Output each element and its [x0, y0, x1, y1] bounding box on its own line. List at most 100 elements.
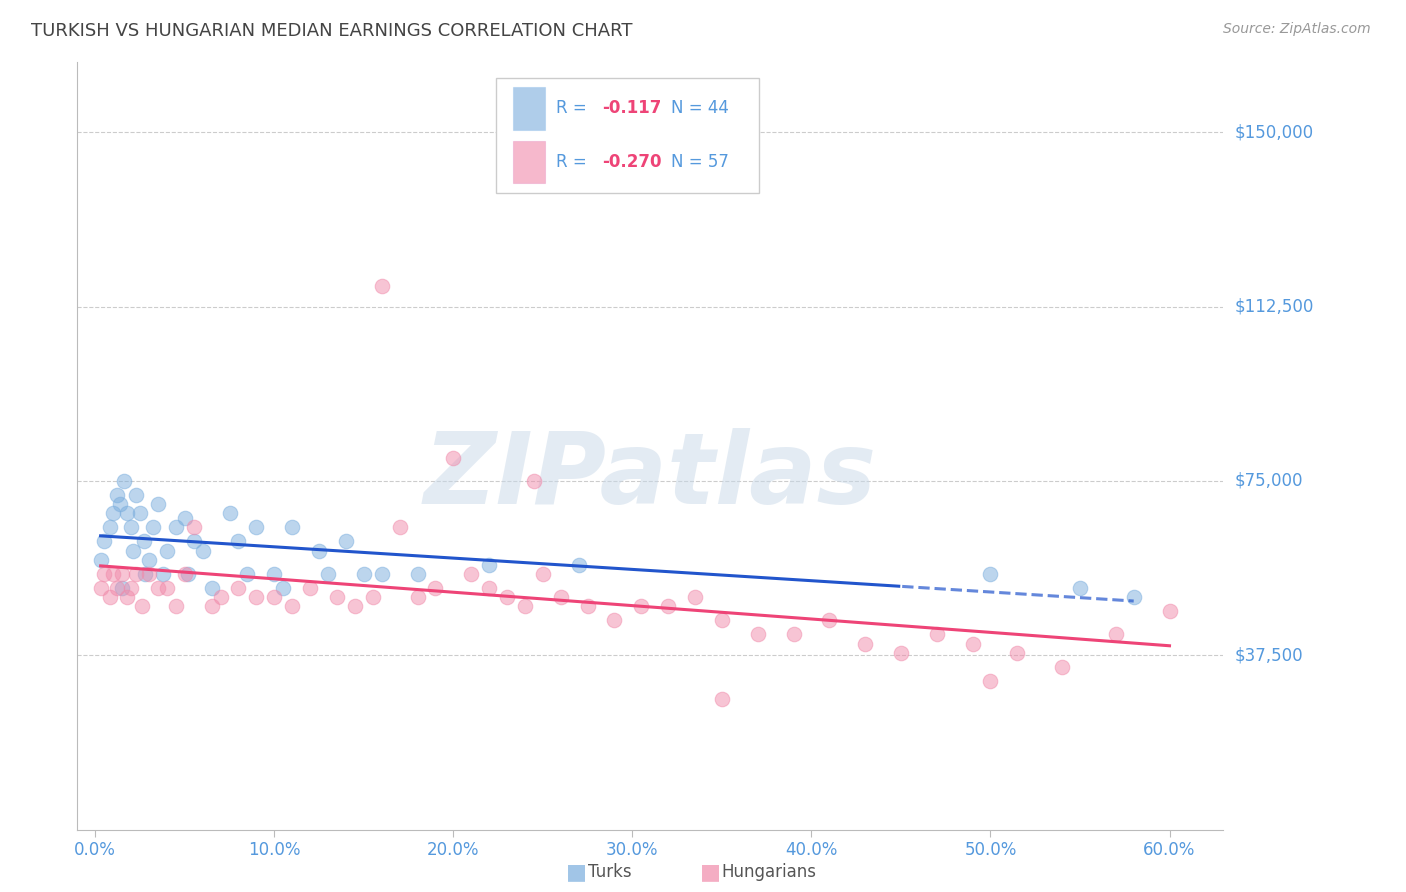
Point	[406, 590, 429, 604]
Text: Source: ZipAtlas.com: Source: ZipAtlas.com	[1223, 22, 1371, 37]
Point	[125, 566, 148, 581]
Bar	[513, 87, 546, 129]
Point	[183, 520, 205, 534]
Text: R =: R =	[557, 153, 592, 171]
Point	[316, 566, 339, 581]
Point	[263, 590, 285, 604]
Point	[129, 507, 152, 521]
Point	[478, 581, 501, 595]
Point	[173, 511, 195, 525]
Point	[120, 520, 142, 534]
Point	[131, 599, 153, 614]
Point	[117, 590, 139, 604]
Text: N = 57: N = 57	[671, 153, 728, 171]
Point	[101, 507, 124, 521]
Point	[782, 627, 804, 641]
Text: R =: R =	[557, 100, 592, 118]
Point	[308, 543, 330, 558]
Text: $37,500: $37,500	[1234, 646, 1303, 665]
Point	[441, 450, 464, 465]
Point	[271, 581, 294, 595]
Point	[603, 613, 626, 627]
Text: $112,500: $112,500	[1234, 298, 1313, 316]
Point	[132, 534, 155, 549]
Point	[101, 566, 124, 581]
Point	[853, 637, 876, 651]
Text: ■: ■	[567, 863, 586, 882]
Point	[281, 599, 304, 614]
Point	[710, 692, 733, 706]
Point	[121, 543, 143, 558]
Point	[105, 581, 128, 595]
Point	[117, 507, 139, 521]
Point	[156, 581, 179, 595]
Point	[236, 566, 259, 581]
Text: $150,000: $150,000	[1234, 123, 1313, 141]
Point	[531, 566, 554, 581]
Text: Turks: Turks	[588, 863, 631, 881]
Text: -0.117: -0.117	[602, 100, 661, 118]
Point	[112, 474, 135, 488]
Point	[343, 599, 366, 614]
Point	[406, 566, 429, 581]
Text: TURKISH VS HUNGARIAN MEDIAN EARNINGS CORRELATION CHART: TURKISH VS HUNGARIAN MEDIAN EARNINGS COR…	[31, 22, 633, 40]
Point	[925, 627, 948, 641]
Point	[111, 566, 134, 581]
Point	[134, 566, 156, 581]
Point	[105, 488, 128, 502]
Point	[165, 520, 187, 534]
Point	[979, 566, 1001, 581]
Point	[156, 543, 179, 558]
Point	[962, 637, 984, 651]
Point	[979, 673, 1001, 688]
Point	[657, 599, 679, 614]
Point	[1007, 646, 1029, 660]
Point	[146, 581, 169, 595]
Point	[177, 566, 200, 581]
Text: Hungarians: Hungarians	[721, 863, 817, 881]
Point	[1069, 581, 1091, 595]
Point	[568, 558, 591, 572]
Point	[818, 613, 841, 627]
Point	[152, 566, 174, 581]
Point	[1105, 627, 1128, 641]
Point	[326, 590, 349, 604]
Point	[523, 474, 546, 488]
Point	[111, 581, 134, 595]
Point	[890, 646, 912, 660]
Point	[218, 507, 240, 521]
Point	[353, 566, 375, 581]
Point	[191, 543, 214, 558]
Point	[576, 599, 599, 614]
Point	[550, 590, 572, 604]
Point	[90, 581, 112, 595]
Point	[138, 566, 160, 581]
Point	[496, 590, 519, 604]
Point	[388, 520, 411, 534]
Point	[299, 581, 322, 595]
Point	[228, 534, 250, 549]
Point	[209, 590, 232, 604]
Point	[98, 590, 121, 604]
Text: -0.270: -0.270	[602, 153, 662, 171]
FancyBboxPatch shape	[495, 78, 759, 193]
Point	[1050, 660, 1073, 674]
Point	[683, 590, 706, 604]
Point	[710, 613, 733, 627]
Point	[263, 566, 285, 581]
Point	[98, 520, 121, 534]
Point	[245, 590, 267, 604]
Point	[370, 278, 392, 293]
Point	[93, 566, 115, 581]
Point	[1159, 604, 1181, 618]
Point	[141, 520, 163, 534]
Point	[425, 581, 447, 595]
Point	[513, 599, 536, 614]
Text: ■: ■	[700, 863, 720, 882]
Point	[201, 599, 224, 614]
Point	[460, 566, 482, 581]
Point	[335, 534, 357, 549]
Point	[93, 534, 115, 549]
Point	[201, 581, 224, 595]
Point	[120, 581, 142, 595]
